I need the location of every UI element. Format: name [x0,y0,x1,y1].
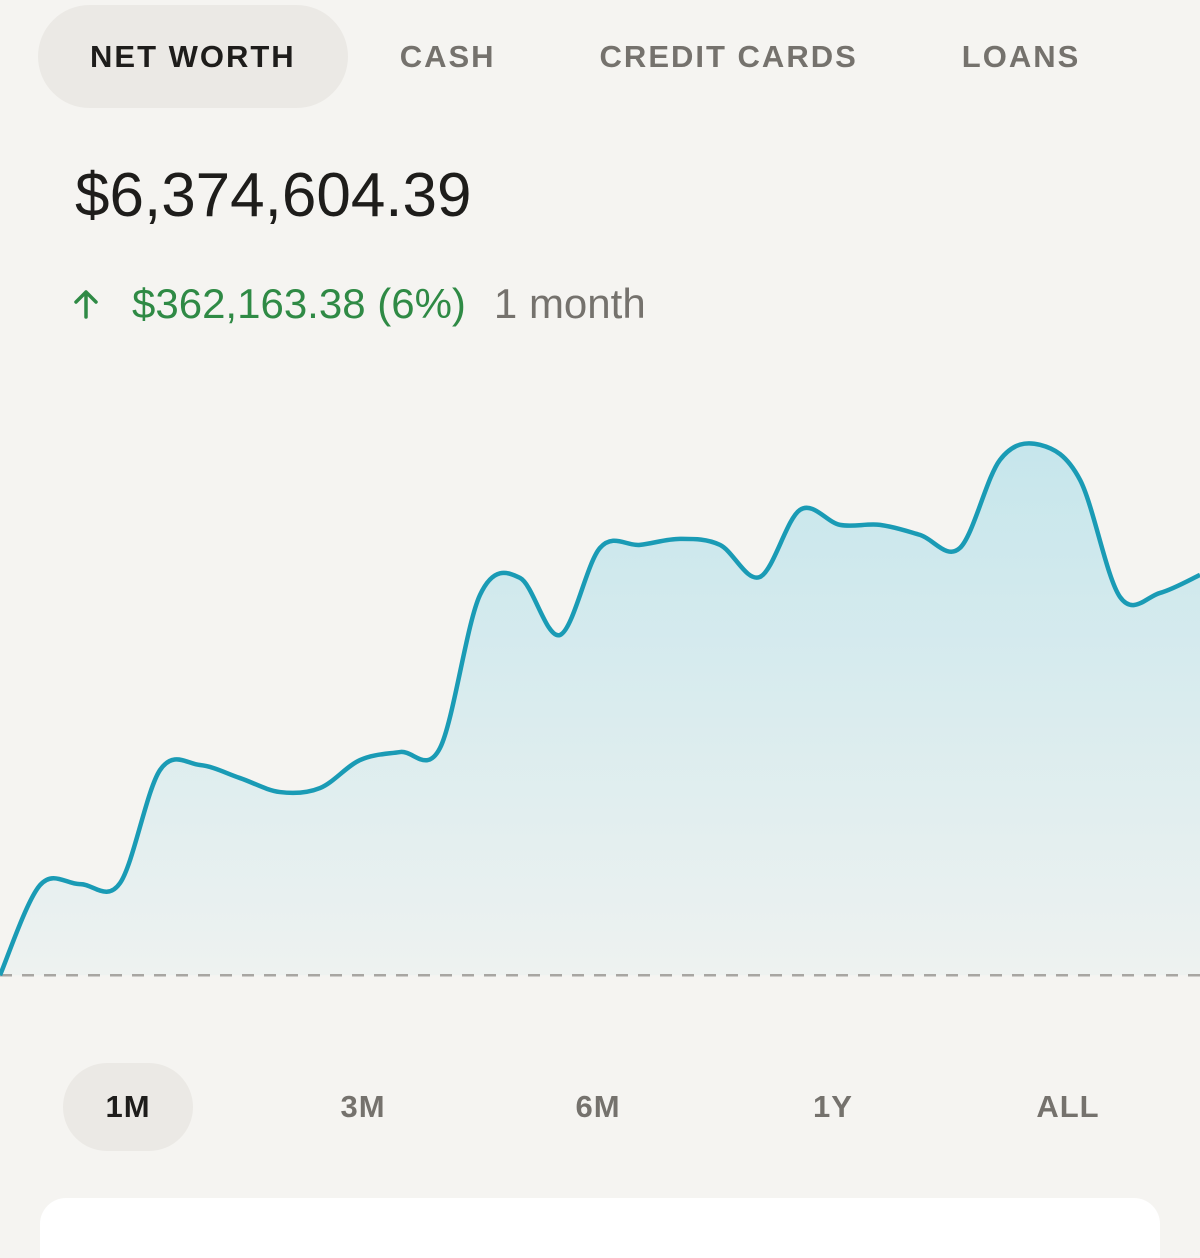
bottom-card [40,1198,1160,1258]
tab[interactable]: CREDIT CARDS [599,38,858,74]
range-button[interactable]: 3M [340,1089,386,1124]
change-row: $362,163.38 (6%) 1 month [68,280,646,328]
balance: $6,374,604.39 [75,161,472,230]
tab-bar: NET WORTH CASH CREDIT CARDS LOANS [38,5,1200,108]
range-button[interactable]: ALL [1036,1089,1100,1124]
change-period: 1 month [493,280,646,327]
range-button[interactable]: 1Y [813,1089,853,1124]
page: {"tabs": ["NET WORTH", "CASH", "CREDIT C… [0,5,1200,1258]
tab[interactable]: LOANS [961,38,1081,74]
chart [0,441,1200,977]
range-button[interactable]: 1M [63,1063,193,1151]
range-bar: 1M 3M 6M 1Y ALL [63,1063,1163,1151]
tab[interactable]: NET WORTH [38,5,348,108]
line [0,441,1200,977]
up-arrow-icon [74,290,98,319]
area [0,443,1200,976]
tab[interactable]: CASH [399,38,496,74]
change-amount: $362,163.38 (6%) [132,280,466,327]
range-button[interactable]: 6M [575,1089,621,1124]
